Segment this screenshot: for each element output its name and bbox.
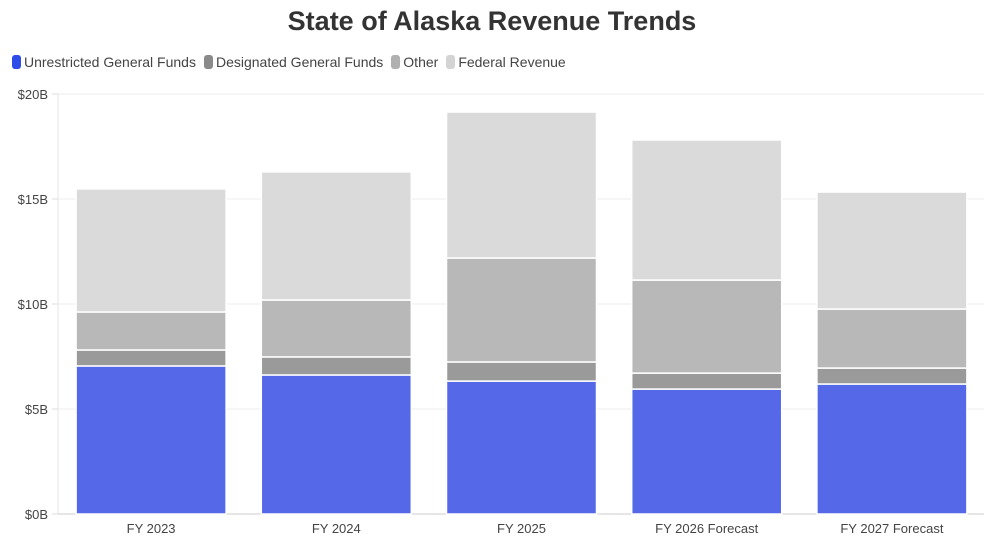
bar-segment — [445, 361, 598, 382]
chart-title: State of Alaska Revenue Trends — [287, 6, 697, 36]
x-tick-label: FY 2026 Forecast — [655, 521, 758, 536]
bar-segment — [630, 388, 783, 515]
bar-segment — [260, 171, 413, 301]
bar-segment — [260, 356, 413, 376]
bar-segment — [445, 257, 598, 363]
bar-segment — [816, 383, 968, 515]
legend-label: Other — [403, 54, 439, 70]
y-tick-label: $15B — [18, 192, 48, 207]
legend-item[interactable]: Other — [391, 54, 438, 70]
legend-label: Designated General Funds — [215, 54, 384, 70]
x-tick-label: FY 2023 — [127, 521, 176, 536]
legend-swatch — [391, 55, 401, 69]
legend-swatch — [203, 55, 213, 69]
legend: Unrestricted General Funds Designated Gen… — [12, 54, 566, 70]
y-tick-label: $0B — [25, 507, 48, 522]
x-tick-label: FY 2027 Forecast — [840, 521, 943, 536]
legend-swatch — [446, 55, 456, 69]
bar-segment — [445, 380, 598, 515]
bar-segment — [816, 191, 968, 310]
bar-segment — [75, 311, 227, 351]
bar-segment — [630, 279, 783, 374]
y-tick-label: $10B — [18, 297, 48, 312]
legend-label: Unrestricted General Funds — [24, 54, 196, 70]
legend-label: Federal Revenue — [458, 54, 566, 70]
x-tick-label: FY 2025 — [497, 521, 546, 536]
legend-item[interactable]: Designated General Funds — [203, 54, 384, 70]
bar-segment — [260, 374, 413, 515]
bar-segment — [630, 139, 783, 281]
bar-segment — [445, 111, 598, 259]
bar-segment — [816, 367, 968, 385]
x-tick-label: FY 2024 — [312, 521, 361, 536]
legend-item[interactable]: Federal Revenue — [446, 54, 566, 70]
bar-segment — [75, 188, 227, 313]
bar-segment — [630, 372, 783, 390]
legend-swatch — [12, 55, 21, 69]
y-tick-label: $5B — [25, 402, 48, 417]
bar-segment — [75, 365, 227, 515]
bar-segment — [260, 299, 413, 358]
bar-segment — [816, 308, 968, 369]
y-tick-label: $20B — [18, 87, 48, 102]
legend-item[interactable]: Unrestricted General Funds — [12, 54, 196, 70]
bar-segment — [75, 349, 227, 367]
